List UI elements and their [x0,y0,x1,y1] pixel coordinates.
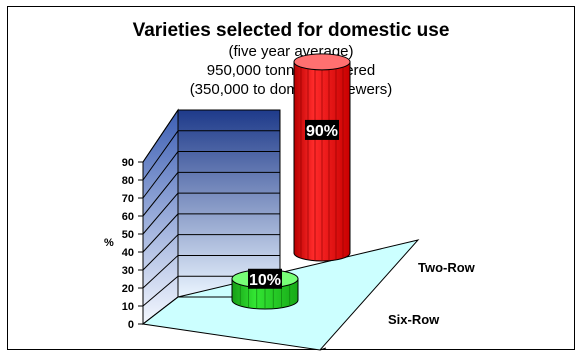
bar-top-two-row [293,53,351,71]
data-label-two-row: 90% [306,123,338,140]
y-axis: 0 10 20 30 40 50 60 70 80 90 [122,157,327,351]
side-wall [142,108,179,326]
gridline-side-40 [142,213,179,253]
data-label-box-two-row [305,119,339,140]
chart-title: Varieties selected for domestic use [132,20,450,41]
bars: 10% 90% [231,53,351,310]
bar-two-row: 90% [293,53,351,262]
gridline-side-30 [142,234,179,271]
gridline-side-60 [142,172,179,217]
y-axis-label: % [104,237,114,249]
y-tick-label-20: 20 [122,283,134,295]
gridline-side-80 [142,130,179,181]
gridline-side-10 [142,275,179,307]
data-label-box-six-row [248,268,282,289]
category-label-two-row: Two-Row [418,260,476,275]
x-tick-mark-1 [319,347,327,351]
y-tick-label-40: 40 [122,247,134,259]
y-tick-label-80: 80 [122,175,134,187]
bar-six-row: 10% [231,268,299,310]
gridline-side-90 [142,109,179,163]
category-label-six-row: Six-Row [388,312,440,327]
y-tick-label-30: 30 [122,265,134,277]
gridline-side-50 [142,192,179,235]
y-tick-label-60: 60 [122,211,134,223]
y-tick-label-0: 0 [128,319,134,331]
data-label-six-row: 10% [249,272,281,289]
y-tick-label-90: 90 [122,157,134,169]
y-tick-label-70: 70 [122,193,134,205]
y-tick-label-50: 50 [122,229,134,241]
gridline-side-20 [142,255,179,289]
gridline-side-0 [142,296,179,325]
y-tick-label-10: 10 [122,301,134,313]
gridline-side-70 [142,151,179,199]
